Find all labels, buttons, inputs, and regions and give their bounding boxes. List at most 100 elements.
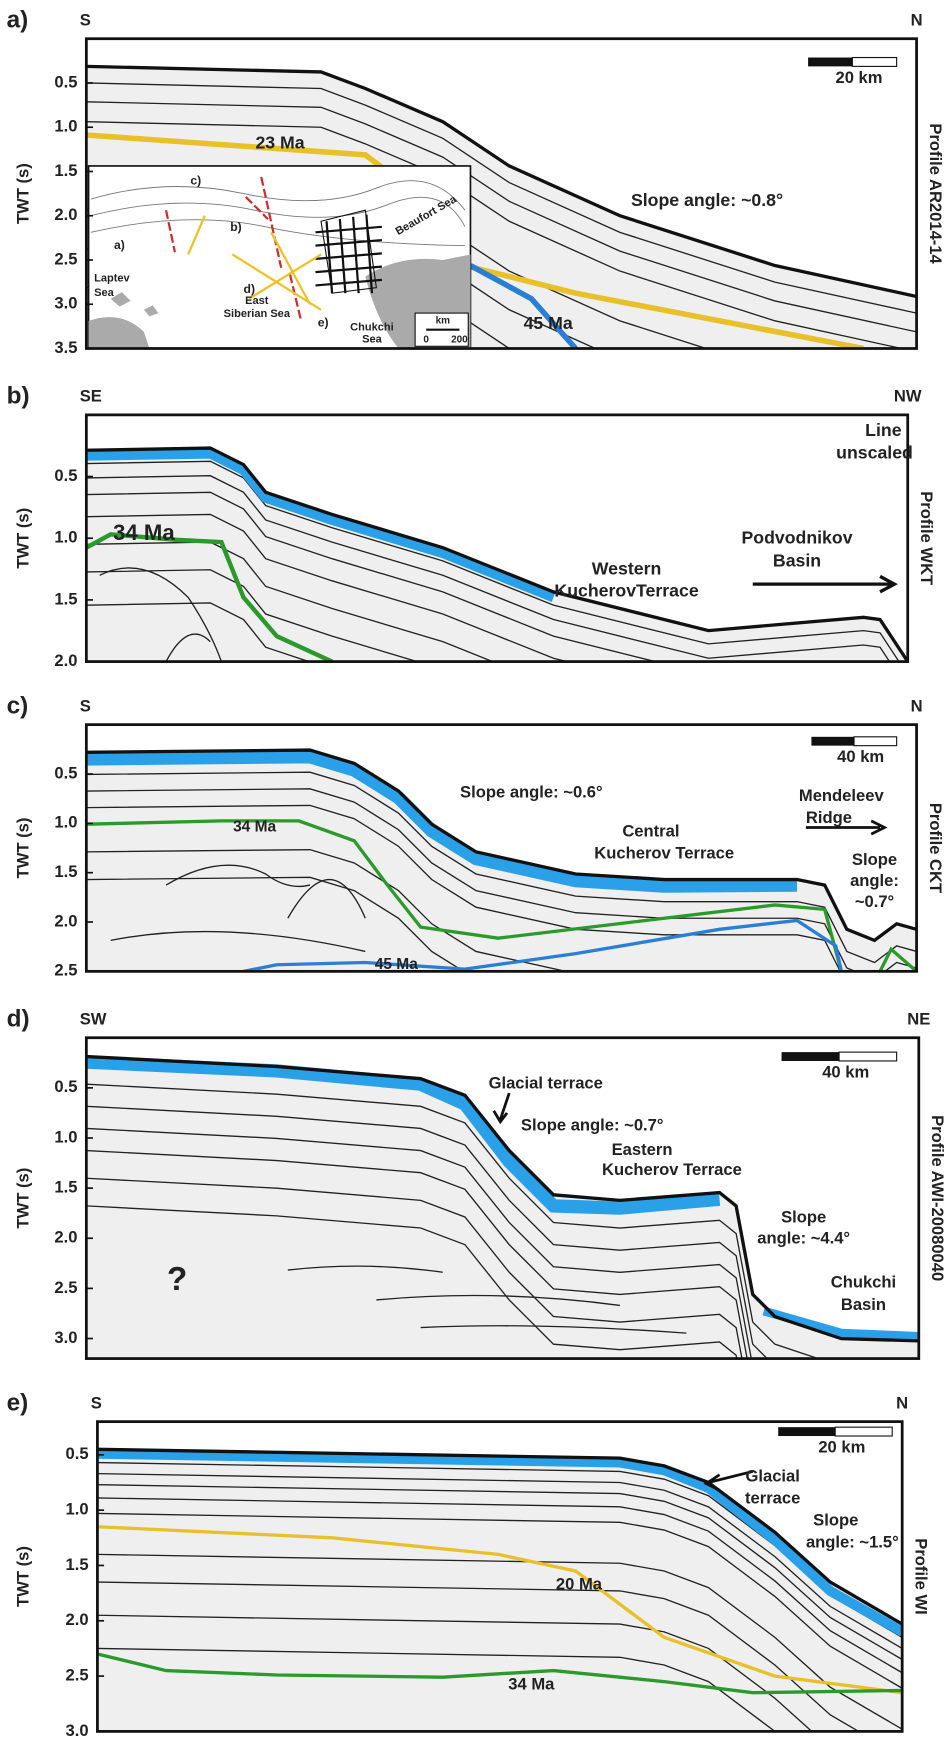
y-tick-label: 3.0 bbox=[54, 294, 77, 313]
profile-name: Profile AR2014-14 bbox=[926, 123, 945, 264]
inset-sea-label: Siberian Sea bbox=[224, 308, 291, 320]
profile-name: Profile AWI-20080040 bbox=[928, 1115, 947, 1281]
annotation: 34 Ma bbox=[233, 819, 276, 836]
scale-bar-label: 20 km bbox=[818, 1438, 865, 1457]
section-b bbox=[86, 446, 908, 662]
y-tick-label: 0.5 bbox=[54, 72, 77, 91]
annotation: unscaled bbox=[836, 442, 913, 462]
y-tick-label: 2.5 bbox=[54, 1278, 77, 1297]
annotation: angle: bbox=[850, 871, 899, 890]
arrow bbox=[805, 819, 888, 836]
direction-right: N bbox=[911, 696, 923, 715]
y-axis-label: TWT (s) bbox=[14, 508, 33, 569]
section-c bbox=[86, 748, 917, 972]
annotation: Slope bbox=[852, 850, 897, 869]
y-tick-label: 2.0 bbox=[54, 1228, 77, 1247]
direction-left: SE bbox=[80, 387, 102, 406]
annotation: Chukchi bbox=[831, 1273, 896, 1292]
annotation: Glacial bbox=[745, 1466, 799, 1485]
blue-unit bbox=[86, 750, 798, 893]
annotation: 45 Ma bbox=[524, 313, 573, 333]
y-tick-label: 1.0 bbox=[54, 1127, 77, 1146]
annotation: ? bbox=[167, 1261, 187, 1298]
annotation: Western bbox=[592, 558, 661, 578]
blue-unit bbox=[97, 1448, 903, 1637]
y-tick-label: 1.5 bbox=[54, 1178, 77, 1197]
y-tick-label: 1.5 bbox=[66, 1555, 89, 1574]
annotation: Kucherov Terrace bbox=[602, 1160, 742, 1179]
direction-left: SW bbox=[80, 1009, 107, 1028]
arrow bbox=[492, 1092, 511, 1125]
inset-map bbox=[87, 165, 472, 350]
annotation: terrace bbox=[745, 1488, 800, 1507]
scale-bar-label: 40 km bbox=[822, 1063, 869, 1082]
y-tick-label: 0.5 bbox=[54, 1077, 77, 1096]
annotation: Central bbox=[622, 821, 679, 840]
y-axis-label: TWT (s) bbox=[14, 1168, 33, 1229]
annotation: 34 Ma bbox=[113, 520, 175, 545]
y-tick-label: 3.5 bbox=[54, 338, 77, 357]
direction-left: S bbox=[80, 696, 91, 715]
panel-label: d) bbox=[7, 1005, 30, 1032]
inset-profile-label: e) bbox=[318, 315, 329, 329]
annotation: Slope bbox=[813, 1511, 858, 1530]
blue-unit bbox=[86, 448, 556, 603]
horizon-20ma bbox=[97, 1525, 903, 1695]
y-tick-label: 1.5 bbox=[54, 862, 77, 881]
inset-profile-label: b) bbox=[230, 220, 241, 234]
scale-bar-white bbox=[834, 1426, 893, 1437]
annotation: 20 Ma bbox=[556, 1575, 603, 1594]
y-tick-label: 0.5 bbox=[54, 466, 77, 485]
y-tick-label: 0.5 bbox=[54, 763, 77, 782]
panel-frame bbox=[84, 37, 918, 350]
y-tick-label: 1.0 bbox=[54, 528, 77, 547]
y-axis-label: TWT (s) bbox=[14, 1546, 33, 1607]
annotation: ~0.7° bbox=[855, 892, 894, 911]
horizon-34ma bbox=[86, 819, 917, 972]
y-axis-label: TWT (s) bbox=[14, 163, 33, 224]
direction-right: NW bbox=[894, 387, 922, 406]
scale-bar-black bbox=[781, 1052, 840, 1061]
inset-sea-label: East bbox=[245, 295, 269, 307]
inset-profile-label: c) bbox=[190, 174, 201, 188]
inset-profile-label: d) bbox=[244, 282, 255, 296]
y-tick-label: 1.0 bbox=[66, 1500, 89, 1519]
contours bbox=[90, 180, 466, 247]
section-d bbox=[86, 1054, 919, 1359]
annotation: Slope bbox=[781, 1207, 826, 1226]
y-tick-label: 2.0 bbox=[54, 911, 77, 930]
reflectors bbox=[86, 1083, 919, 1359]
annotation: 34 Ma bbox=[508, 1674, 555, 1693]
yellow-profiles bbox=[187, 215, 322, 311]
section-e bbox=[97, 1447, 903, 1732]
inset-scale-tick: 0 bbox=[423, 334, 429, 345]
annotation: Podvodnikov bbox=[741, 527, 852, 547]
y-tick-label: 3.0 bbox=[54, 1328, 77, 1347]
blue-unit bbox=[762, 1306, 919, 1341]
sediment bbox=[86, 1056, 919, 1359]
inset-scale-tick: 200 bbox=[451, 334, 468, 345]
y-tick-label: 2.0 bbox=[54, 205, 77, 224]
panel-label: e) bbox=[7, 1389, 29, 1416]
annotation: Basin bbox=[773, 551, 821, 571]
annotation: Glacial terrace bbox=[489, 1074, 603, 1093]
horizon-45ma bbox=[469, 263, 578, 349]
annotation: Basin bbox=[841, 1295, 886, 1314]
scale-bar-white bbox=[853, 736, 898, 747]
survey-grid bbox=[320, 209, 377, 294]
scale-bar-white bbox=[851, 56, 898, 67]
inset-sea-label: Chukchi bbox=[350, 321, 394, 333]
survey-lines bbox=[315, 214, 382, 294]
arrow bbox=[703, 1470, 754, 1492]
annotation: 23 Ma bbox=[255, 132, 304, 152]
annotation: 45 Ma bbox=[375, 956, 418, 973]
sediment bbox=[97, 1449, 903, 1732]
blue-unit bbox=[86, 1055, 721, 1215]
horizon-45ma bbox=[243, 918, 843, 972]
y-axis-label: TWT (s) bbox=[14, 818, 33, 879]
direction-right: NE bbox=[907, 1009, 930, 1028]
direction-left: S bbox=[91, 1393, 102, 1412]
arrow bbox=[752, 574, 898, 594]
direction-left: S bbox=[80, 10, 91, 29]
